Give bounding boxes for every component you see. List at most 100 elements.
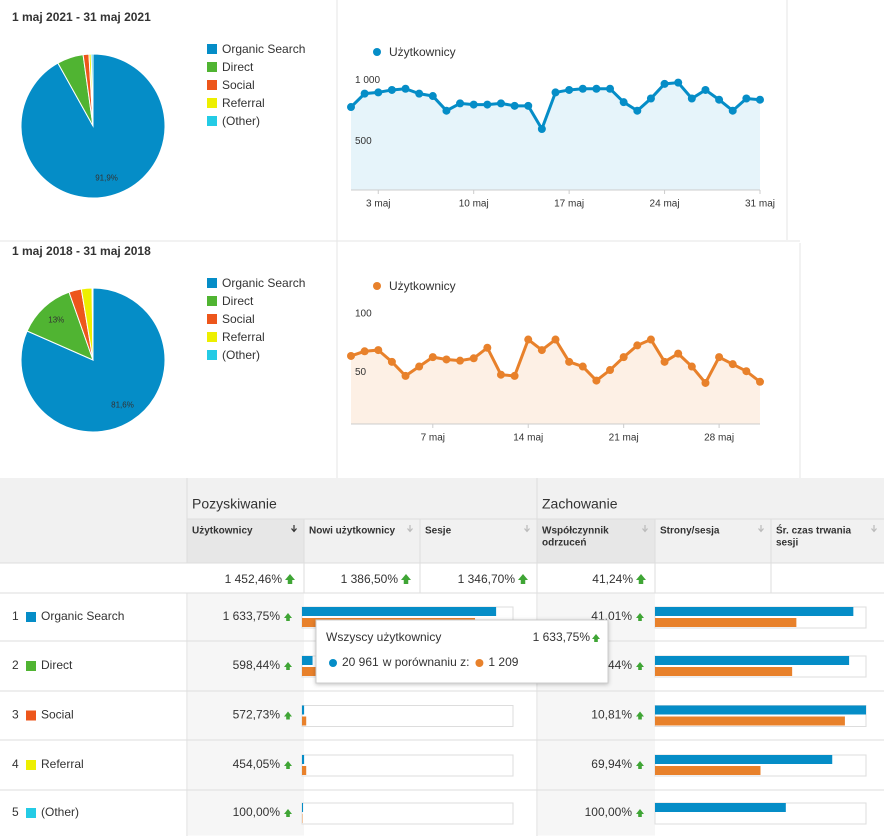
sort-icon[interactable] [758, 525, 764, 533]
row-link[interactable]: Referral [41, 757, 84, 771]
x-tick-label: 14 maj [513, 433, 543, 444]
users-value: 454,05% [233, 757, 281, 771]
sort-icon[interactable] [407, 525, 413, 533]
pie-slice [91, 287, 94, 361]
point [646, 335, 655, 344]
pie-label: 81,6% [111, 400, 134, 409]
point [674, 78, 683, 87]
bar-previous [302, 716, 307, 726]
row-link[interactable]: Social [41, 708, 74, 722]
sorted-header [537, 519, 655, 563]
y-tick-label: 50 [355, 367, 367, 378]
cell-bg [538, 790, 655, 836]
tooltip-comparison: w porównaniu z: [382, 655, 470, 669]
point [674, 349, 683, 358]
users-value: 1 633,75% [223, 609, 281, 623]
legend-swatch [207, 350, 217, 360]
point [483, 343, 492, 352]
bar-current [655, 803, 786, 812]
y-tick-label: 500 [355, 136, 372, 147]
sort-icon[interactable] [524, 525, 530, 533]
up-arrow [284, 809, 292, 817]
pie-slice [26, 291, 94, 361]
area [351, 82, 760, 190]
point [347, 103, 355, 112]
point [728, 106, 737, 115]
bar-current [302, 607, 497, 616]
cell-bg [188, 691, 304, 740]
legend-swatch [207, 98, 217, 108]
point [756, 95, 764, 104]
total-value: 1 452,46% [225, 572, 283, 586]
row-index: 5 [12, 805, 19, 819]
row-link[interactable]: Organic Search [41, 609, 124, 623]
pie-label: 91,9% [95, 173, 118, 182]
x-tick-label: 7 maj [421, 433, 445, 444]
area [351, 339, 760, 424]
up-arrow [518, 574, 528, 584]
column-header: odrzuceń [542, 538, 586, 549]
legend-label: Organic Search [222, 42, 305, 56]
point [374, 88, 383, 97]
pie-label: 13% [48, 316, 64, 325]
row-index: 2 [12, 658, 19, 672]
bar-current [655, 755, 833, 764]
tooltip-value: 1 633,75% [533, 630, 591, 644]
legend-label: Direct [222, 294, 254, 308]
y-tick-label: 100 [355, 308, 372, 319]
column-header: Strony/sesja [660, 526, 720, 537]
point [496, 99, 505, 108]
up-arrow [284, 662, 292, 670]
point [756, 377, 764, 386]
x-tick-label: 31 maj [745, 199, 775, 210]
point [687, 94, 696, 103]
legend-swatch [207, 296, 217, 306]
point [510, 101, 519, 110]
point [360, 347, 369, 356]
point [646, 94, 655, 103]
row-link[interactable]: (Other) [41, 805, 79, 819]
point [415, 89, 424, 98]
legend-label: (Other) [222, 348, 260, 362]
column-header: Użytkownicy [192, 526, 253, 537]
point [456, 99, 465, 108]
sort-icon[interactable] [871, 525, 877, 533]
point [551, 88, 560, 97]
total-value: 41,24% [592, 572, 633, 586]
cell-bg [188, 641, 304, 691]
point [428, 353, 437, 362]
point [524, 335, 533, 344]
bar-current [302, 656, 313, 665]
group-header: Pozyskiwanie [192, 496, 277, 512]
column-header: sesji [776, 538, 798, 549]
users-value: 100,00% [233, 805, 281, 819]
point [428, 92, 437, 101]
cell-bg [188, 593, 304, 641]
legend-label: Referral [222, 330, 265, 344]
point [701, 378, 710, 387]
legend-label: Użytkownicy [389, 45, 456, 59]
bounce-value: 44% [608, 658, 632, 672]
legend-dot [373, 48, 381, 56]
up-arrow [284, 761, 292, 769]
point [565, 85, 574, 94]
row-swatch [26, 661, 36, 671]
bar-current [655, 607, 854, 616]
point [742, 94, 751, 103]
point [578, 362, 587, 371]
point [592, 376, 601, 385]
sort-icon[interactable] [291, 525, 297, 533]
point [415, 362, 424, 371]
bar-frame [301, 705, 514, 727]
sort-icon[interactable] [642, 525, 648, 533]
row-swatch [26, 760, 36, 770]
legend-dot [373, 282, 381, 290]
pie-slice [90, 53, 94, 127]
point [551, 335, 560, 344]
column-header: Współczynnik [542, 526, 609, 537]
row-link[interactable]: Direct [41, 658, 73, 672]
point [619, 353, 628, 362]
point [592, 84, 601, 93]
point [510, 371, 519, 380]
cell-bg [188, 790, 304, 836]
